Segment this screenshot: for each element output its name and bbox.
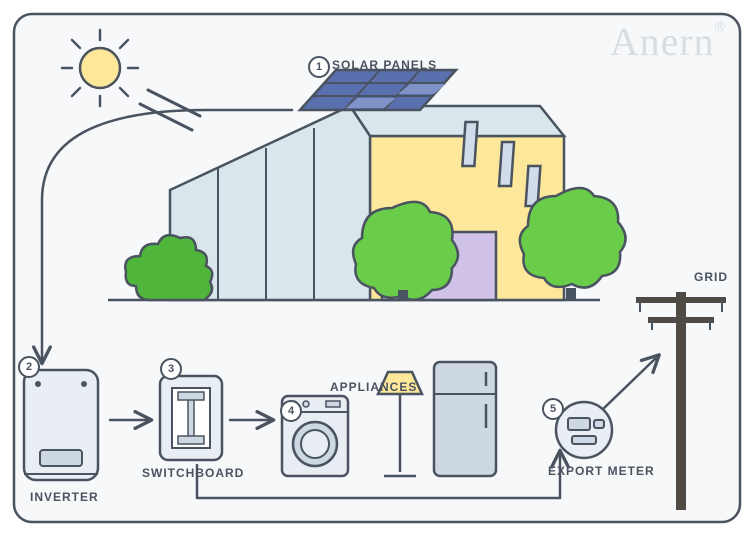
- fridge: [434, 362, 496, 476]
- tree-middle: [353, 202, 458, 300]
- badge-solar-panels: 1: [308, 56, 330, 78]
- label-inverter: INVERTER: [30, 490, 99, 504]
- brand-logo: Anern®: [610, 18, 726, 65]
- export-meter: [556, 402, 612, 458]
- label-appliances: APPLIANCES: [330, 380, 417, 394]
- label-solar-panels: SOLAR PANELS: [332, 58, 437, 72]
- label-switchboard: SWITCHBOARD: [142, 466, 244, 480]
- inverter: [24, 370, 98, 480]
- badge-switchboard: 3: [160, 358, 182, 380]
- switchboard: [160, 376, 222, 460]
- badge-export-meter: 5: [542, 398, 564, 420]
- label-grid: GRID: [694, 270, 728, 284]
- diagram-svg: [0, 0, 754, 536]
- badge-inverter: 2: [18, 356, 40, 378]
- brand-name: Anern: [610, 19, 715, 64]
- brand-registered: ®: [715, 18, 726, 34]
- label-export-meter: EXPORT METER: [548, 464, 655, 478]
- diagram-stage: Anern®: [0, 0, 754, 536]
- badge-appliances: 4: [280, 400, 302, 422]
